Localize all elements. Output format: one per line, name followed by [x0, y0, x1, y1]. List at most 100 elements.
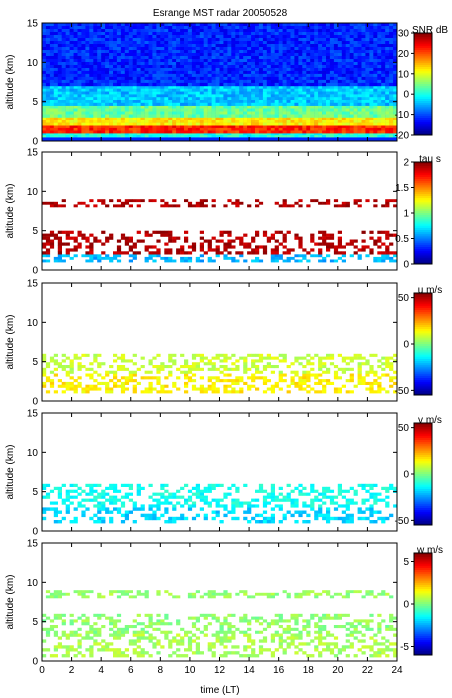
data-cell [286, 251, 291, 255]
data-cell [251, 85, 256, 89]
data-cell [365, 76, 370, 81]
data-cell [290, 120, 295, 123]
data-cell [69, 65, 74, 69]
colorbar-swatch [414, 77, 432, 81]
data-cell [120, 62, 126, 66]
data-cell [187, 127, 193, 131]
data-cell [333, 108, 339, 112]
data-cell [282, 76, 287, 81]
data-cell [180, 85, 185, 89]
data-cell [105, 70, 110, 75]
data-cell [349, 94, 354, 98]
data-cell [322, 88, 327, 92]
colorbar-swatch [414, 329, 432, 332]
data-cell [120, 125, 126, 129]
data-cell [262, 127, 268, 131]
data-cell [322, 76, 327, 81]
data-cell [286, 88, 291, 92]
data-cell [191, 130, 197, 134]
data-cell [357, 117, 362, 121]
data-cell [124, 50, 129, 54]
data-cell [81, 201, 86, 205]
data-cell [219, 97, 224, 101]
data-cell [97, 32, 102, 36]
data-cell [93, 91, 98, 95]
data-cell [152, 32, 157, 36]
data-cell [270, 35, 275, 39]
data-cell [247, 68, 252, 72]
data-cell [369, 68, 374, 72]
data-cell [81, 68, 86, 72]
data-cell [274, 100, 279, 104]
data-cell [120, 236, 126, 240]
data-cell [49, 201, 55, 205]
data-cell [57, 68, 62, 72]
data-cell [77, 114, 82, 118]
data-cell [49, 29, 55, 33]
data-cell [282, 38, 287, 42]
data-cell [207, 105, 212, 109]
data-cell [89, 100, 94, 104]
data-cell [128, 120, 133, 123]
data-cell [298, 120, 303, 123]
data-cell [235, 85, 240, 89]
data-cell [199, 94, 204, 98]
data-cell [389, 356, 394, 360]
data-cell [258, 130, 264, 134]
data-cell [365, 50, 370, 54]
data-cell [326, 79, 331, 84]
data-cell [365, 359, 370, 363]
data-cell [369, 76, 374, 81]
data-cell [85, 68, 90, 72]
data-cell [290, 32, 295, 36]
data-cell [116, 259, 122, 263]
data-cell [191, 242, 197, 246]
data-cell [258, 50, 264, 54]
data-cell [160, 59, 165, 63]
data-cell [357, 365, 362, 369]
data-cell [203, 35, 208, 39]
data-cell [361, 65, 366, 69]
data-cell [45, 379, 51, 383]
data-cell [345, 135, 350, 138]
data-cell [282, 114, 287, 118]
data-cell [298, 94, 303, 98]
data-cell [49, 384, 55, 388]
data-cell [227, 35, 232, 39]
data-cell [93, 68, 98, 72]
data-cell [310, 105, 315, 109]
data-cell [53, 73, 58, 78]
data-cell [176, 73, 181, 78]
data-cell [353, 56, 358, 60]
data-cell [290, 59, 295, 63]
data-cell [239, 73, 244, 78]
data-cell [93, 122, 98, 126]
data-cell [322, 122, 327, 126]
data-cell [45, 91, 51, 95]
data-cell [49, 204, 55, 208]
data-cell [65, 35, 70, 39]
data-cell [389, 135, 394, 138]
data-cell [195, 38, 200, 42]
data-cell [109, 23, 114, 27]
data-cell [85, 122, 90, 126]
colorbar-swatch [414, 35, 432, 38]
data-cell [116, 100, 122, 104]
data-cell [231, 26, 236, 30]
data-cell [223, 85, 228, 89]
data-cell [290, 370, 295, 374]
data-cell [278, 353, 283, 357]
data-cell [255, 68, 260, 72]
data-cell [101, 50, 106, 54]
data-cell [369, 50, 374, 54]
data-cell [274, 108, 279, 112]
data-cell [251, 32, 256, 36]
data-cell [353, 356, 358, 360]
data-cell [243, 85, 248, 89]
data-cell [337, 100, 342, 104]
data-cell [286, 204, 291, 208]
data-cell [89, 376, 94, 380]
data-cell [116, 44, 122, 48]
data-cell [393, 204, 398, 208]
data-cell [251, 100, 256, 104]
